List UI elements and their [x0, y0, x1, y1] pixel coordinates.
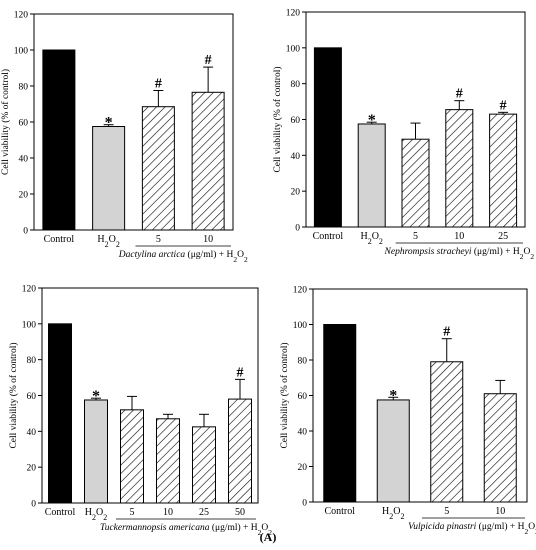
x-category-label: 5 — [444, 506, 449, 517]
chart-p3: 0 20 40 60 80 100 120 Cell viability (% of cont… — [8, 285, 272, 537]
x-category-label: 5 — [413, 231, 418, 242]
significance-marker: * — [92, 388, 100, 405]
x-category-label: H2O2 — [97, 234, 119, 249]
significance-marker: # — [500, 98, 507, 113]
significance-marker: # — [443, 325, 450, 340]
y-tick-label: 0 — [302, 499, 307, 509]
bar-3 — [191, 91, 225, 231]
x-category-label: 10 — [495, 506, 505, 517]
y-tick-label: 0 — [295, 224, 300, 234]
y-tick-label: 100 — [293, 321, 308, 331]
x-category-label: Control — [44, 234, 75, 245]
y-tick-label: 80 — [298, 357, 308, 367]
significance-marker: # — [155, 77, 162, 92]
chart-p4: 0 20 40 60 80 100 120 Cell viability (% of cont… — [279, 286, 536, 536]
bar-0 — [48, 323, 72, 504]
treatment-suffix: (μg/ml) + H — [479, 521, 525, 532]
y-axis-label: Cell viability (% of control) — [279, 342, 290, 448]
significance-marker: # — [456, 87, 463, 102]
x-category-label: 5 — [156, 234, 161, 245]
significance-marker: * — [389, 387, 397, 404]
y-tick-label: 60 — [27, 392, 37, 402]
bar-2 — [141, 106, 175, 231]
bar-0 — [313, 47, 342, 228]
treatment-suffix: (μg/ml) + H — [474, 246, 520, 257]
y-tick-label: 80 — [291, 80, 301, 90]
bar-0 — [323, 324, 357, 503]
y-tick-label: 60 — [298, 392, 308, 402]
bar-1 — [376, 399, 410, 503]
y-tick-label: 100 — [286, 44, 301, 54]
figure-panel-label: (A) — [259, 530, 277, 544]
y-tick-label: 100 — [22, 320, 37, 330]
x-category-label: 5 — [130, 507, 135, 518]
bar-3 — [156, 418, 180, 504]
significance-marker: # — [237, 365, 244, 380]
species-name: Dactylina arctica — [118, 250, 188, 260]
bar-5 — [228, 398, 252, 504]
x-category-label: H2O2 — [360, 231, 382, 246]
bar-2 — [430, 361, 464, 503]
treatment-suffix: (μg/ml) + H — [188, 249, 234, 260]
y-tick-label: 120 — [22, 285, 37, 295]
y-tick-label: 80 — [27, 356, 37, 366]
treatment-suffix: (μg/ml) + H — [212, 522, 258, 533]
species-name: Nephrompsis stracheyi — [384, 247, 474, 257]
bar-4 — [489, 113, 518, 228]
y-tick-label: 0 — [23, 227, 28, 237]
y-tick-label: 20 — [298, 463, 308, 473]
y-tick-label: 20 — [19, 191, 29, 201]
bar-0 — [42, 49, 76, 231]
x-category-label: 10 — [454, 231, 464, 242]
plot-frame — [41, 287, 259, 504]
y-tick-label: 80 — [19, 83, 29, 93]
x-category-label: Control — [45, 507, 76, 518]
y-tick-label: 60 — [19, 119, 29, 129]
y-tick-label: 60 — [291, 116, 301, 126]
y-axis-label: Cell viability (% of control) — [272, 66, 283, 172]
y-tick-label: 20 — [27, 464, 37, 474]
x-category-label: H2O2 — [85, 507, 107, 522]
y-tick-label: 120 — [14, 11, 29, 21]
y-axis-label: Cell viability (% of control) — [8, 342, 19, 448]
x-category-label: H2O2 — [382, 506, 404, 521]
chart-p2: 0 20 40 60 80 100 120 Cell viability (% of cont… — [272, 9, 534, 261]
chart-p1: 0 20 40 60 80 100 120 Cell viability (% of cont… — [0, 11, 248, 264]
significance-marker: * — [368, 112, 376, 129]
x-category-label: Control — [313, 231, 344, 242]
x-category-label: 10 — [203, 234, 213, 245]
y-tick-label: 120 — [293, 286, 308, 296]
y-tick-label: 20 — [291, 188, 301, 198]
species-name: Tuckermannopsis americana — [100, 523, 212, 533]
bar-1 — [92, 126, 126, 231]
treatment-caption: Tuckermannopsis americana (μg/ml) + H2O2 — [100, 522, 272, 537]
x-category-label: 50 — [235, 507, 245, 518]
x-category-label: 25 — [199, 507, 209, 518]
bar-3 — [483, 393, 517, 503]
bar-2 — [120, 409, 144, 504]
y-tick-label: 0 — [31, 500, 36, 510]
significance-marker: # — [205, 53, 212, 68]
bar-1 — [357, 123, 386, 228]
treatment-caption: Nephrompsis stracheyi (μg/ml) + H2O2 — [384, 246, 535, 261]
x-category-label: 10 — [163, 507, 173, 518]
bar-1 — [84, 399, 108, 504]
y-tick-label: 40 — [298, 428, 308, 438]
x-category-label: Control — [324, 506, 355, 517]
y-tick-label: 40 — [27, 428, 37, 438]
y-tick-label: 120 — [286, 9, 301, 19]
bar-4 — [192, 426, 216, 504]
y-tick-label: 100 — [14, 47, 29, 57]
y-tick-label: 40 — [19, 155, 29, 165]
bar-3 — [445, 109, 474, 228]
treatment-caption: Dactylina arctica (μg/ml) + H2O2 — [118, 249, 248, 264]
x-category-label: 25 — [498, 231, 508, 242]
y-tick-label: 40 — [291, 152, 301, 162]
species-name: Vulpicida pinastri — [408, 522, 479, 532]
bar-2 — [401, 138, 430, 228]
y-axis-label: Cell viability (% of control) — [0, 69, 11, 175]
significance-marker: * — [105, 115, 113, 132]
